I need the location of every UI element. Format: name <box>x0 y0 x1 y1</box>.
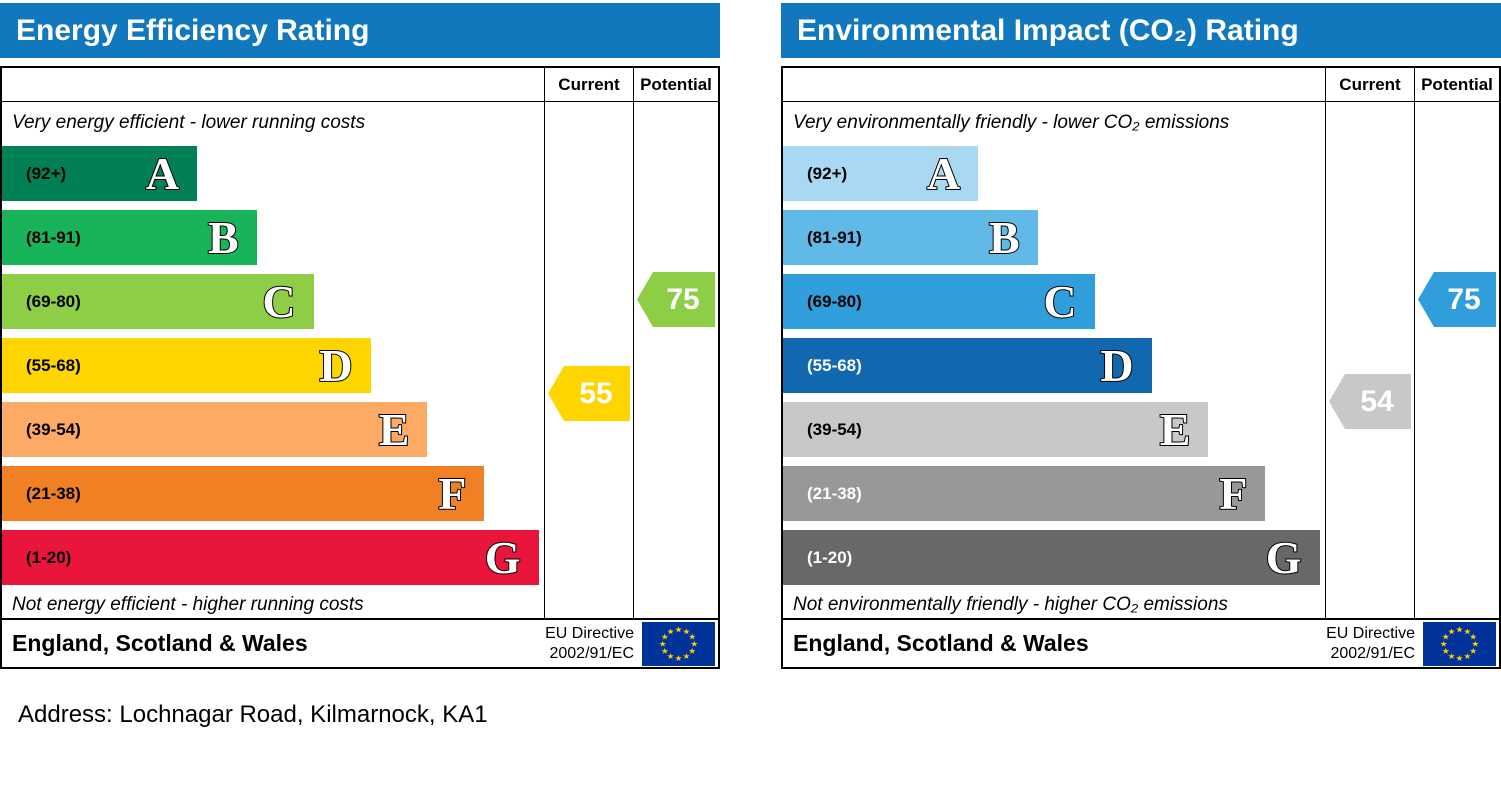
environmental-bands-area: Very environmentally friendly - lower CO… <box>783 102 1325 618</box>
environmental-current-column: 54 <box>1325 102 1414 618</box>
energy-top-note: Very energy efficient - lower running co… <box>12 112 366 133</box>
band-letter: D <box>1099 339 1134 391</box>
environmental-potential-column-header: Potential <box>1414 68 1499 102</box>
band-range-label: (21-38) <box>26 483 81 503</box>
environmental-current-value: 54 <box>1360 384 1394 418</box>
band-row-f: (21-38) F <box>783 466 1325 521</box>
energy-chart-title-bar: Energy Efficiency Rating <box>0 3 720 58</box>
energy-chart-footer: England, Scotland & Wales EU Directive 2… <box>2 618 718 667</box>
band-bar-b: (81-91) B <box>783 210 1038 265</box>
environmental-current-arrow: 54 <box>1329 374 1411 429</box>
band-range-label: (39-54) <box>807 419 862 439</box>
environmental-head-spacer <box>783 68 1325 102</box>
band-letter: B <box>207 211 240 263</box>
band-letter: A <box>926 147 961 199</box>
band-bar-c: (69-80) C <box>2 274 314 329</box>
environmental-impact-chart: Environmental Impact (CO₂) Rating Curren… <box>781 3 1501 669</box>
band-letter: E <box>378 403 411 455</box>
band-range-label: (39-54) <box>26 419 81 439</box>
band-bar-e: (39-54) E <box>783 402 1209 457</box>
band-bar-g: (1-20) G <box>783 530 1320 585</box>
environmental-chart-footer: England, Scotland & Wales EU Directive 2… <box>783 618 1499 667</box>
band-range-label: (1-20) <box>26 547 72 567</box>
energy-current-value: 55 <box>579 376 613 410</box>
band-letter: F <box>437 467 467 519</box>
band-row-b: (81-91) B <box>783 210 1325 265</box>
energy-potential-column: 75 <box>633 102 718 618</box>
band-row-g: (1-20) G <box>783 530 1325 585</box>
rating-charts: Energy Efficiency Rating Current Potenti… <box>0 3 1501 669</box>
environmental-chart-title: Environmental Impact (CO₂) Rating <box>797 13 1299 47</box>
energy-current-column: 55 <box>544 102 633 618</box>
band-row-e: (39-54) E <box>783 402 1325 457</box>
band-letter: E <box>1159 403 1192 455</box>
band-letter: C <box>1042 275 1077 327</box>
band-bar-c: (69-80) C <box>783 274 1095 329</box>
band-bar-b: (81-91) B <box>2 210 257 265</box>
energy-bottom-note: Not energy efficient - higher running co… <box>12 594 364 615</box>
region-label: England, Scotland & Wales <box>793 630 1089 656</box>
eu-flag-icon <box>642 621 715 666</box>
band-letter: F <box>1218 467 1248 519</box>
energy-chart-table: Current Potential Very energy efficient … <box>0 66 720 669</box>
band-row-g: (1-20) G <box>2 530 544 585</box>
band-row-d: (55-68) D <box>783 338 1325 393</box>
energy-bands-area: Very energy efficient - lower running co… <box>2 102 544 618</box>
band-bar-f: (21-38) F <box>783 466 1266 521</box>
eu-flag-icon <box>1423 621 1496 666</box>
environmental-potential-arrow: 75 <box>1418 272 1496 327</box>
environmental-top-note: Very environmentally friendly - lower CO… <box>793 112 1230 133</box>
band-row-e: (39-54) E <box>2 402 544 457</box>
band-bar-g: (1-20) G <box>2 530 539 585</box>
band-range-label: (92+) <box>26 163 67 183</box>
band-range-label: (81-91) <box>807 227 862 247</box>
environmental-bottom-note: Not environmentally friendly - higher CO… <box>793 594 1228 615</box>
band-letter: G <box>484 531 522 583</box>
energy-chart-title: Energy Efficiency Rating <box>16 13 370 47</box>
band-range-label: (69-80) <box>807 291 862 311</box>
band-row-c: (69-80) C <box>2 274 544 329</box>
band-row-f: (21-38) F <box>2 466 544 521</box>
energy-head-spacer <box>2 68 544 102</box>
band-row-b: (81-91) B <box>2 210 544 265</box>
band-bar-a: (92+) A <box>783 146 979 201</box>
band-range-label: (69-80) <box>26 291 81 311</box>
energy-current-column-header: Current <box>544 68 633 102</box>
eu-directive-label: EU Directive 2002/91/EC <box>545 625 634 662</box>
band-range-label: (21-38) <box>807 483 862 503</box>
energy-current-arrow: 55 <box>548 366 630 421</box>
environmental-chart-title-bar: Environmental Impact (CO₂) Rating <box>781 3 1501 58</box>
environmental-potential-column: 75 <box>1414 102 1499 618</box>
band-letter: G <box>1265 531 1303 583</box>
energy-potential-value: 75 <box>666 282 700 316</box>
band-range-label: (55-68) <box>26 355 81 375</box>
band-letter: A <box>145 147 180 199</box>
environmental-potential-value: 75 <box>1447 282 1481 316</box>
environmental-current-column-header: Current <box>1325 68 1414 102</box>
band-row-a: (92+) A <box>2 146 544 201</box>
band-bar-f: (21-38) F <box>2 466 485 521</box>
band-row-a: (92+) A <box>783 146 1325 201</box>
band-range-label: (92+) <box>807 163 848 183</box>
environmental-chart-table: Current Potential Very environmentally f… <box>781 66 1501 669</box>
energy-potential-arrow: 75 <box>637 272 715 327</box>
band-letter: C <box>261 275 296 327</box>
band-letter: D <box>318 339 353 391</box>
band-bar-a: (92+) A <box>2 146 198 201</box>
energy-potential-column-header: Potential <box>633 68 718 102</box>
band-range-label: (55-68) <box>807 355 862 375</box>
region-label: England, Scotland & Wales <box>12 630 308 656</box>
band-range-label: (81-91) <box>26 227 81 247</box>
band-range-label: (1-20) <box>807 547 853 567</box>
band-row-c: (69-80) C <box>783 274 1325 329</box>
band-row-d: (55-68) D <box>2 338 544 393</box>
eu-directive-label: EU Directive 2002/91/EC <box>1326 625 1415 662</box>
band-letter: B <box>988 211 1021 263</box>
band-bar-d: (55-68) D <box>783 338 1152 393</box>
energy-efficiency-chart: Energy Efficiency Rating Current Potenti… <box>0 3 720 669</box>
band-bar-e: (39-54) E <box>2 402 428 457</box>
property-address: Address: Lochnagar Road, Kilmarnock, KA1 <box>18 701 488 728</box>
band-bar-d: (55-68) D <box>2 338 371 393</box>
